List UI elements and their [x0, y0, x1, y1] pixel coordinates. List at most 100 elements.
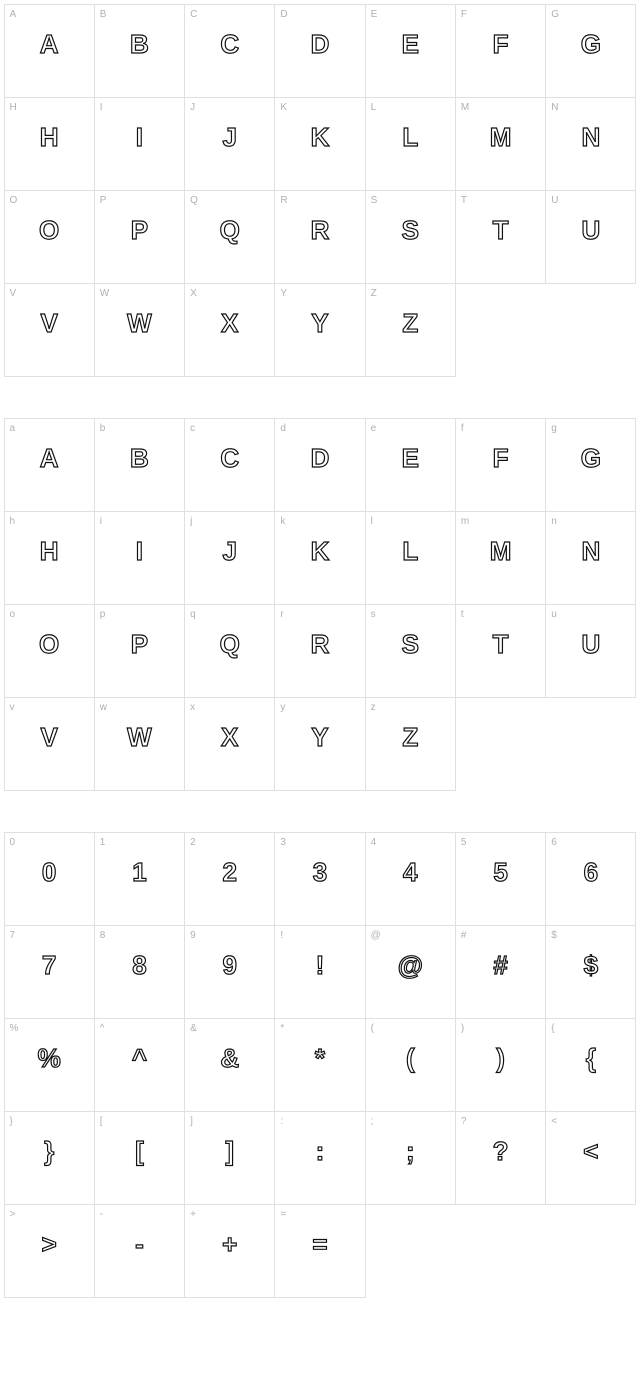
- glyph-cell: 00: [4, 832, 95, 926]
- glyph-cell: ZZ: [365, 283, 456, 377]
- glyph-preview: 0: [5, 859, 94, 885]
- glyph-key-label: H: [10, 102, 17, 113]
- glyph-preview: Y: [275, 724, 364, 750]
- glyph-key-label: V: [10, 288, 17, 299]
- glyph-key-label: d: [280, 423, 286, 434]
- glyph-key-label: 2: [190, 837, 196, 848]
- glyph-cell: )): [455, 1018, 546, 1112]
- glyph-preview: *: [275, 1045, 364, 1071]
- glyph-cell: &&: [184, 1018, 275, 1112]
- glyph-preview: U: [546, 631, 635, 657]
- glyph-key-label: I: [100, 102, 103, 113]
- glyph-cell: <<: [545, 1111, 636, 1205]
- glyph-preview: E: [366, 445, 455, 471]
- glyph-cell: NN: [545, 97, 636, 191]
- glyph-preview: W: [95, 310, 184, 336]
- glyph-preview: S: [366, 631, 455, 657]
- glyph-key-label: C: [190, 9, 197, 20]
- glyph-preview: F: [456, 445, 545, 471]
- glyph-key-label: >: [10, 1209, 16, 1220]
- glyph-key-label: L: [371, 102, 377, 113]
- glyph-cell: UU: [545, 190, 636, 284]
- glyph-preview: >: [5, 1231, 94, 1257]
- glyph-preview: -: [95, 1231, 184, 1257]
- glyph-cell: vV: [4, 697, 95, 791]
- glyph-key-label: l: [371, 516, 373, 527]
- glyph-cell: TT: [455, 190, 546, 284]
- glyph-preview: Q: [185, 217, 274, 243]
- glyph-key-label: 1: [100, 837, 106, 848]
- glyph-preview: Z: [366, 310, 455, 336]
- glyph-preview: D: [275, 445, 364, 471]
- glyph-preview: F: [456, 31, 545, 57]
- glyph-cell: xX: [184, 697, 275, 791]
- glyph-preview: 8: [95, 952, 184, 978]
- glyph-cell: rR: [274, 604, 365, 698]
- glyph-preview: H: [5, 124, 94, 150]
- glyph-cell: WW: [94, 283, 185, 377]
- glyph-cell: {{: [545, 1018, 636, 1112]
- empty-cell: [545, 283, 636, 377]
- glyph-key-label: c: [190, 423, 195, 434]
- glyph-cell: 11: [94, 832, 185, 926]
- glyph-key-label: j: [190, 516, 192, 527]
- glyph-preview: G: [546, 445, 635, 471]
- glyph-preview: ): [456, 1045, 545, 1071]
- glyph-key-label: O: [10, 195, 18, 206]
- glyph-preview: }: [5, 1138, 94, 1164]
- empty-cell: [365, 1204, 456, 1298]
- glyph-cell: iI: [94, 511, 185, 605]
- glyph-key-label: z: [371, 702, 376, 713]
- glyph-key-label: W: [100, 288, 109, 299]
- glyph-key-label: =: [280, 1209, 286, 1220]
- glyph-cell: SS: [365, 190, 456, 284]
- glyph-key-label: -: [100, 1209, 103, 1220]
- glyph-key-label: [: [100, 1116, 103, 1127]
- glyph-key-label: {: [551, 1023, 554, 1034]
- glyph-cell: 77: [4, 925, 95, 1019]
- glyph-key-label: D: [280, 9, 287, 20]
- glyph-key-label: e: [371, 423, 377, 434]
- glyph-key-label: t: [461, 609, 464, 620]
- glyph-key-label: B: [100, 9, 107, 20]
- glyph-key-label: Q: [190, 195, 198, 206]
- glyph-preview: I: [95, 124, 184, 150]
- glyph-key-label: ]: [190, 1116, 193, 1127]
- glyph-key-label: ?: [461, 1116, 467, 1127]
- section-lowercase: aAbBcCdDeEfFgGhHiIjJkKlLmMnNoOpPqQrRsStT…: [4, 418, 636, 790]
- glyph-preview: Q: [185, 631, 274, 657]
- glyph-cell: RR: [274, 190, 365, 284]
- glyph-cell: aA: [4, 418, 95, 512]
- glyph-cell: DD: [274, 4, 365, 98]
- glyph-key-label: 6: [551, 837, 557, 848]
- glyph-cell: ((: [365, 1018, 456, 1112]
- glyph-key-label: M: [461, 102, 469, 113]
- glyph-cell: @@: [365, 925, 456, 1019]
- glyph-cell: pP: [94, 604, 185, 698]
- glyph-key-label: :: [280, 1116, 283, 1127]
- glyph-preview: ?: [456, 1138, 545, 1164]
- glyph-cell: dD: [274, 418, 365, 512]
- glyph-preview: ^: [95, 1045, 184, 1071]
- glyph-key-label: i: [100, 516, 102, 527]
- glyph-preview: !: [275, 952, 364, 978]
- glyph-preview: $: [546, 952, 635, 978]
- empty-cell: [455, 697, 546, 791]
- glyph-key-label: m: [461, 516, 469, 527]
- glyph-key-label: R: [280, 195, 287, 206]
- glyph-cell: $$: [545, 925, 636, 1019]
- glyph-cell: PP: [94, 190, 185, 284]
- glyph-preview: I: [95, 538, 184, 564]
- glyph-preview: H: [5, 538, 94, 564]
- glyph-preview: J: [185, 124, 274, 150]
- glyph-cell: 88: [94, 925, 185, 1019]
- glyph-cell: 99: [184, 925, 275, 1019]
- glyph-cell: mM: [455, 511, 546, 605]
- glyph-cell: oO: [4, 604, 95, 698]
- glyph-cell: >>: [4, 1204, 95, 1298]
- empty-cell: [455, 283, 546, 377]
- glyph-key-label: 3: [280, 837, 286, 848]
- glyph-preview: 7: [5, 952, 94, 978]
- glyph-cell: FF: [455, 4, 546, 98]
- glyph-key-label: Z: [371, 288, 377, 299]
